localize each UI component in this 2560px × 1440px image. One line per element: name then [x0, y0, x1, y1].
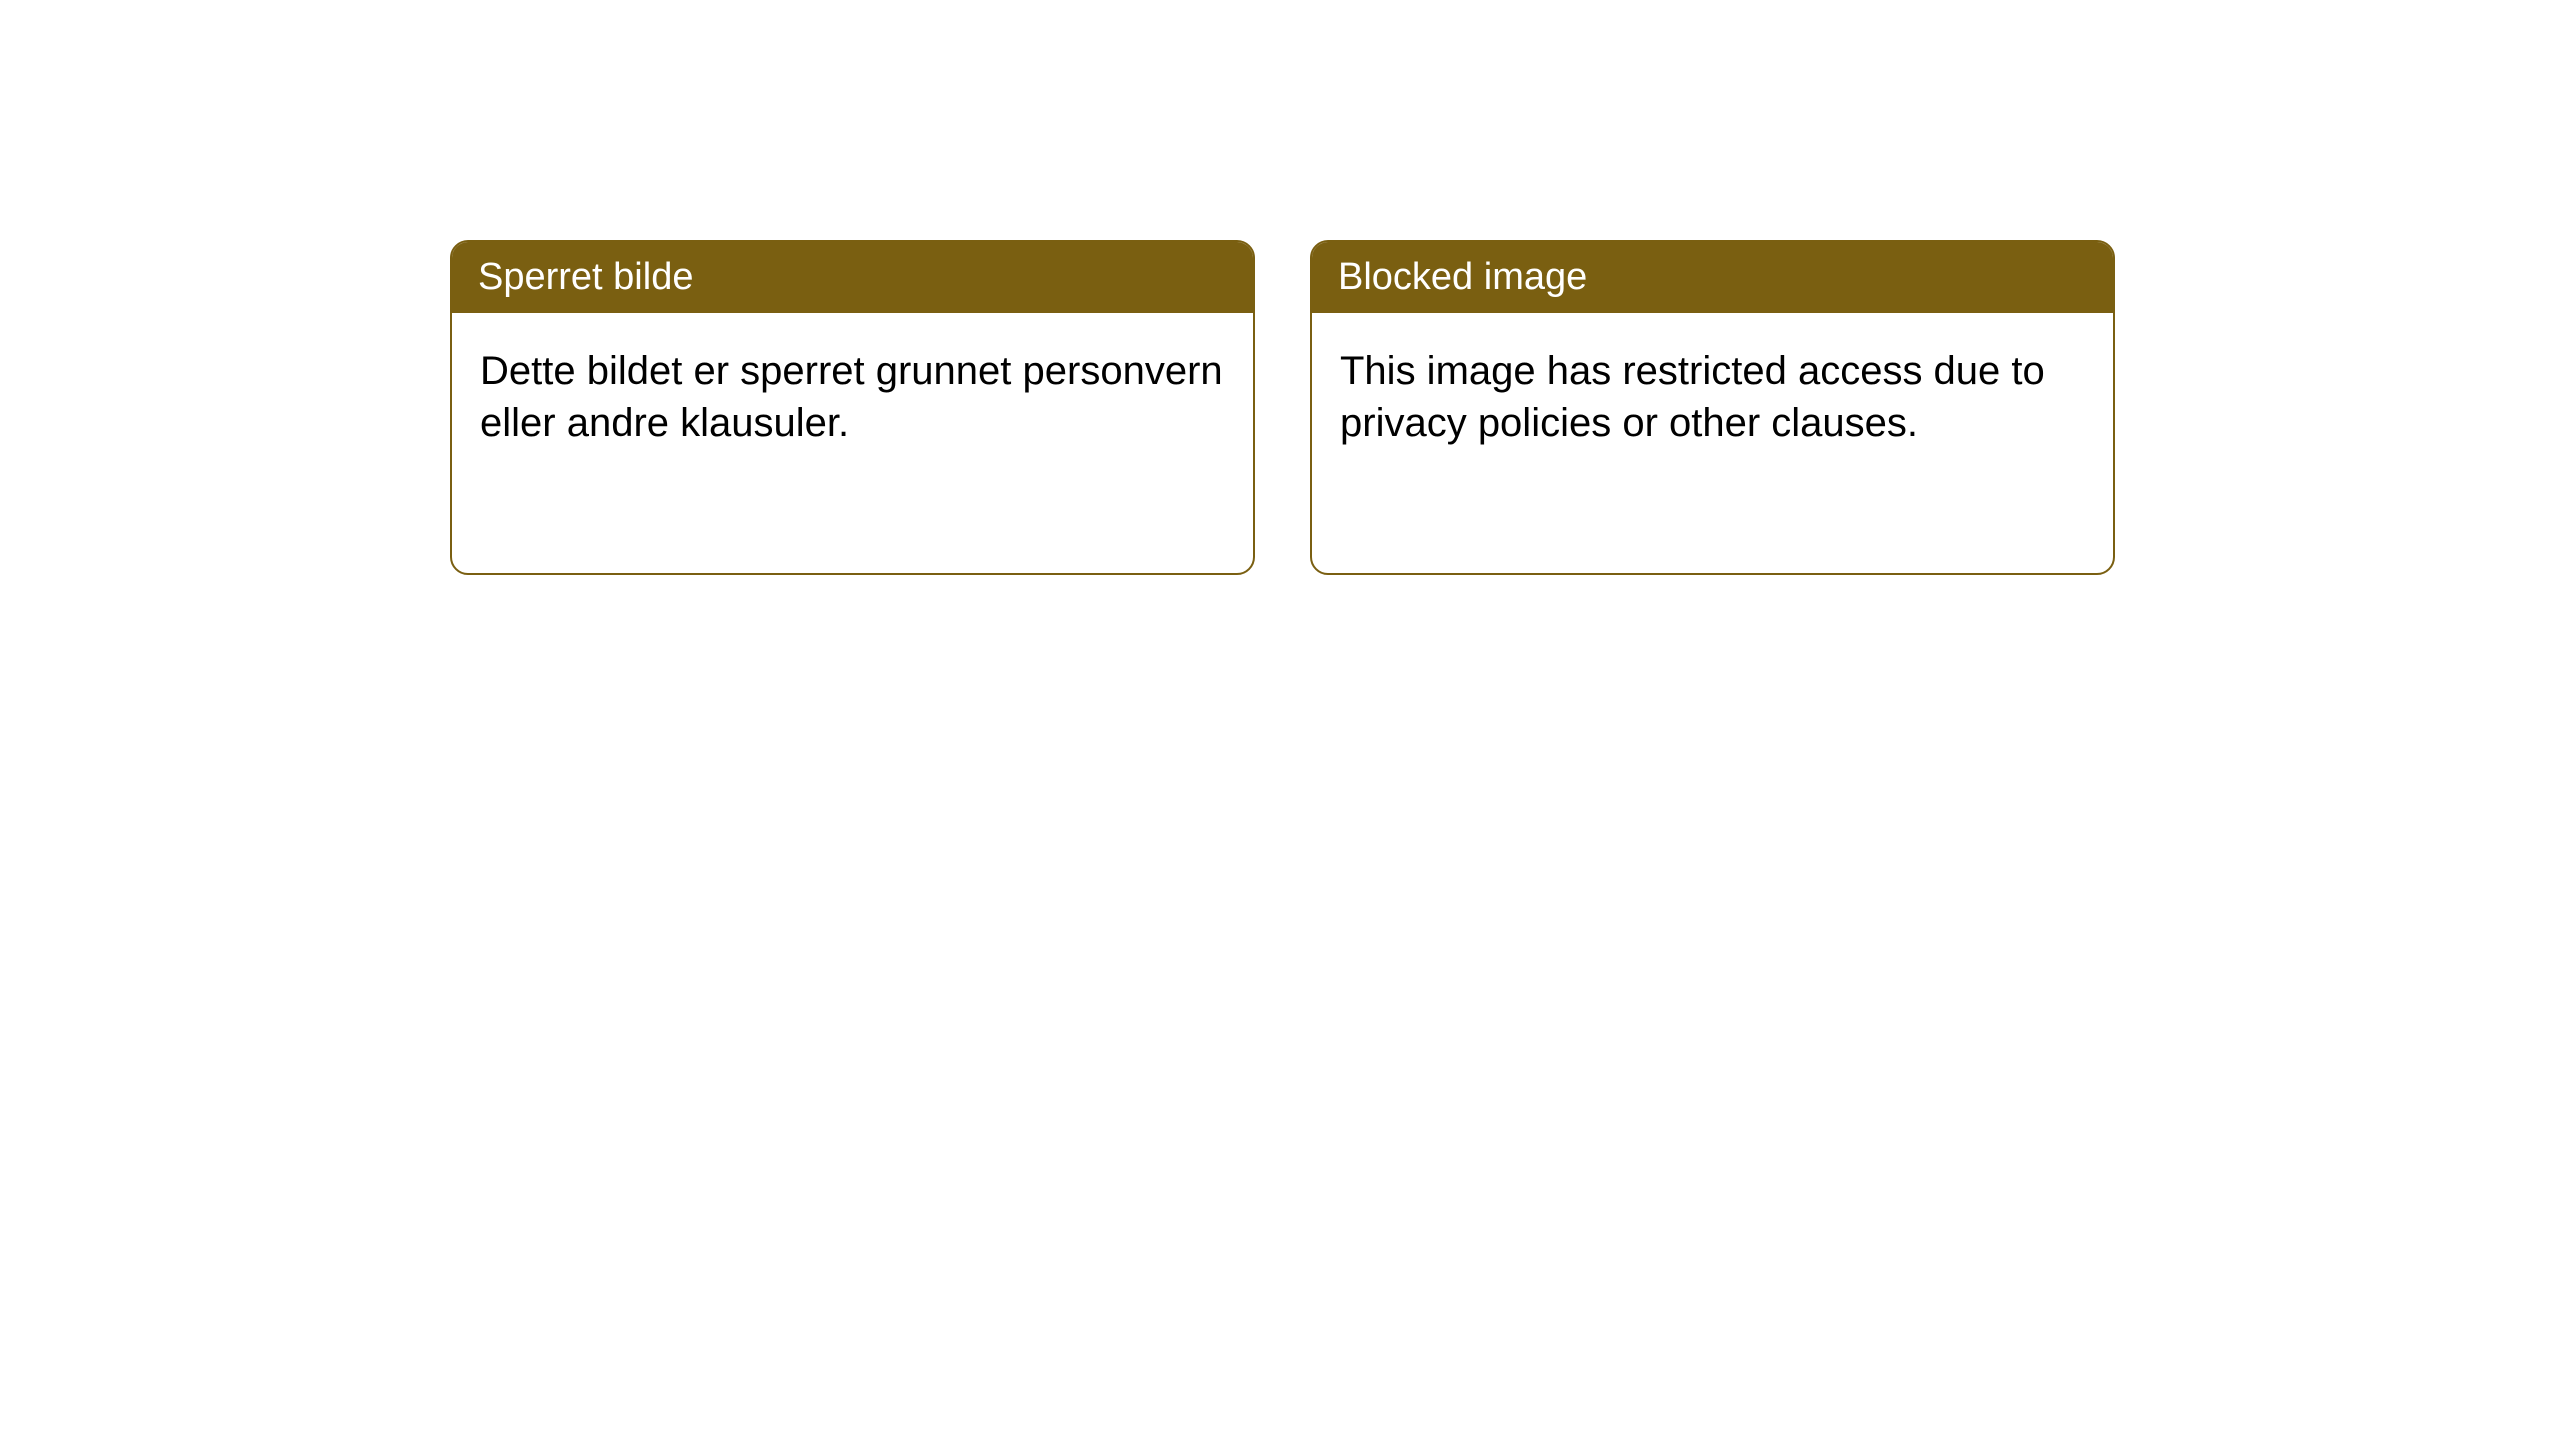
notice-header-english: Blocked image: [1312, 242, 2113, 313]
notice-card-norwegian: Sperret bilde Dette bildet er sperret gr…: [450, 240, 1255, 575]
notice-body-english: This image has restricted access due to …: [1312, 313, 2113, 481]
notice-header-norwegian: Sperret bilde: [452, 242, 1253, 313]
notice-card-english: Blocked image This image has restricted …: [1310, 240, 2115, 575]
notice-container: Sperret bilde Dette bildet er sperret gr…: [0, 0, 2560, 575]
notice-body-norwegian: Dette bildet er sperret grunnet personve…: [452, 313, 1253, 481]
